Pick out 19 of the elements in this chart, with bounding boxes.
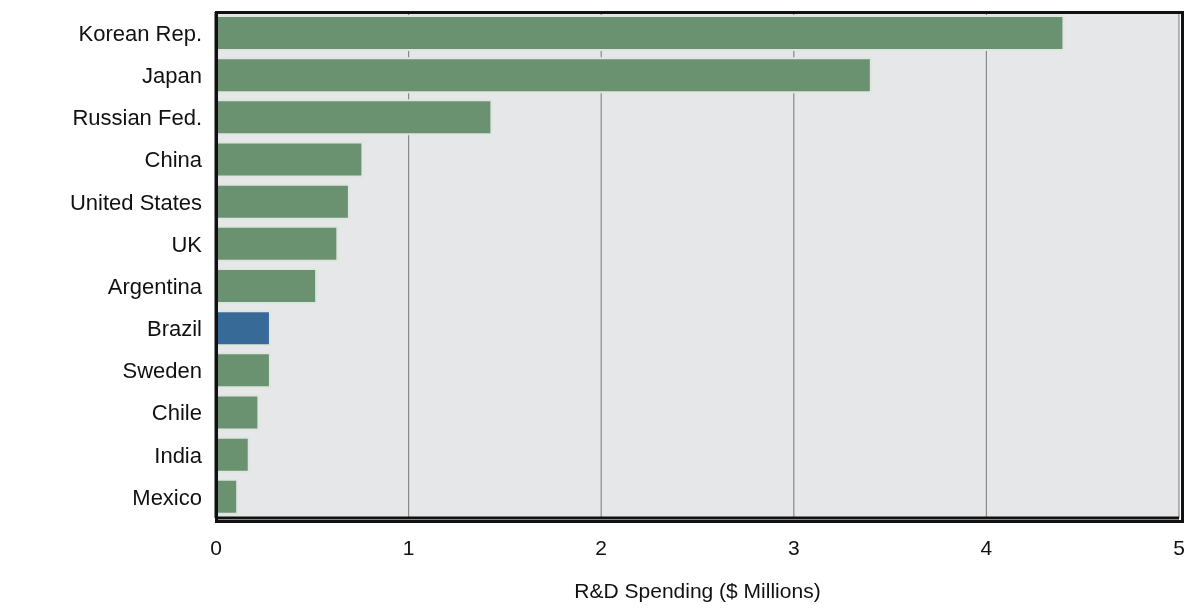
x-tick-label: 0 [210,535,222,559]
x-tick-label: 5 [1173,535,1185,559]
y-tick-label: Chile [151,400,202,426]
x-tick-label: 2 [595,535,608,559]
x-tick-label: 3 [787,535,800,559]
y-tick-label: Argentina [107,273,203,299]
y-tick-label: China [144,147,203,173]
y-tick-label: India [154,442,203,468]
y-tick-label: Mexico [132,484,202,510]
y-tick-label: Korean Rep. [78,20,202,46]
x-axis-title: R&D Spending ($ Millions) [574,579,821,602]
y-tick-label: United States [69,189,202,215]
x-tick-label: 1 [402,535,415,559]
y-tick-label: Japan [142,63,202,89]
y-tick-label: UK [171,231,203,257]
y-tick-label: Sweden [122,358,202,384]
x-tick-label: 4 [980,535,993,559]
y-tick-label: Brazil [146,316,202,342]
y-tick-label: Russian Fed. [72,105,202,131]
